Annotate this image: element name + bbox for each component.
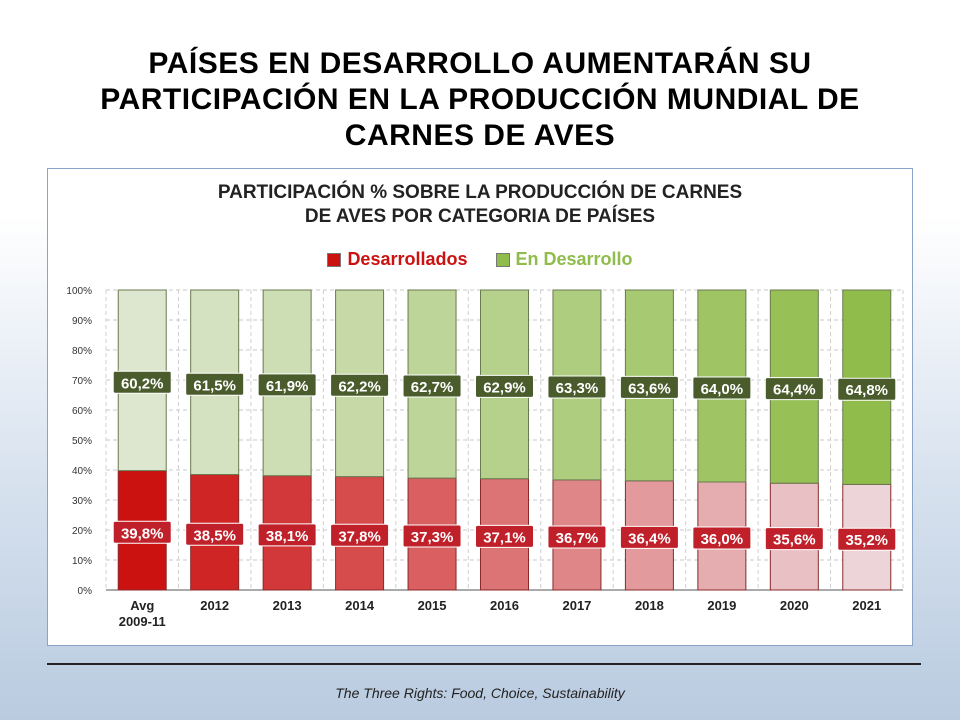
chart-container: PARTICIPACIÓN % SOBRE LA PRODUCCIÓN DE C… [47,168,913,646]
data-label-box-desarrollados [692,526,752,550]
data-label-desarrollados: 37,3% [411,529,454,546]
x-tick-label: 2021 [852,598,881,613]
legend-item-en-desarrollo: En Desarrollo [495,249,633,270]
chart-title: PARTICIPACIÓN % SOBRE LA PRODUCCIÓN DE C… [48,181,912,229]
data-label-en-desarrollo: 64,4% [773,382,816,399]
data-label-box-en-desarrollo [402,374,462,398]
data-label-box-en-desarrollo [837,377,897,401]
data-label-box-en-desarrollo [764,377,824,401]
x-tick-label: 2016 [490,598,519,613]
y-tick-label: 50% [72,436,92,447]
data-label-box-en-desarrollo [692,376,752,400]
legend-swatch-desarrollados [327,252,342,267]
data-label-box-en-desarrollo [185,372,245,396]
y-tick-label: 40% [72,466,92,477]
data-label-box-desarrollados [112,520,172,544]
legend-label-en-desarrollo: En Desarrollo [515,249,633,269]
data-label-box-en-desarrollo [619,375,679,399]
footer-divider [47,663,921,665]
data-label-box-en-desarrollo [112,370,172,394]
data-label-desarrollados: 35,6% [773,532,816,549]
data-label-box-en-desarrollo [330,373,390,397]
data-label-box-en-desarrollo [547,375,607,399]
legend-label-desarrollados: Desarrollados [347,249,468,269]
x-tick-label: 2019 [707,598,736,613]
data-label-box-desarrollados [837,527,897,551]
slide-title-line-2: PARTICIPACIÓN EN LA PRODUCCIÓN MUNDIAL D… [100,83,860,116]
data-label-desarrollados: 35,2% [845,532,888,549]
data-label-en-desarrollo: 61,5% [193,377,236,394]
data-label-desarrollados: 37,1% [483,529,526,546]
y-tick-label: 70% [72,376,92,387]
x-tick-label: 2009-11 [119,614,166,629]
y-tick-label: 60% [72,406,92,417]
legend-swatch-en-desarrollo [495,252,510,267]
y-tick-label: 10% [72,556,92,567]
data-label-desarrollados: 36,4% [628,530,671,547]
slide-title-line-1: PAÍSES EN DESARROLLO AUMENTARÁN SU [148,47,812,80]
x-tick-label: Avg [130,598,154,613]
x-tick-label: 2018 [635,598,664,613]
data-label-desarrollados: 36,7% [556,530,599,547]
data-label-en-desarrollo: 62,7% [411,379,454,396]
x-tick-label: 2013 [273,598,302,613]
data-label-box-desarrollados [619,525,679,549]
data-label-box-desarrollados [475,524,534,548]
chart-title-line-1: PARTICIPACIÓN % SOBRE LA PRODUCCIÓN DE C… [217,182,743,203]
slide-title-line-3: CARNES DE AVES [344,119,616,152]
y-tick-label: 0% [78,586,93,597]
chart-legend: Desarrollados En Desarrollo [48,249,912,270]
x-tick-label: 2020 [780,598,809,613]
data-label-en-desarrollo: 64,8% [845,382,888,399]
data-label-desarrollados: 37,8% [338,528,381,545]
data-label-box-en-desarrollo [475,374,534,398]
data-label-en-desarrollo: 64,0% [701,381,744,398]
data-label-box-desarrollados [402,524,462,548]
x-tick-label: 2014 [345,598,375,613]
data-label-desarrollados: 38,5% [193,527,236,544]
data-label-desarrollados: 38,1% [266,528,309,545]
data-label-en-desarrollo: 63,6% [628,380,671,397]
y-tick-label: 90% [72,316,92,327]
data-label-en-desarrollo: 61,9% [266,378,309,395]
x-tick-label: 2012 [200,598,229,613]
x-tick-label: 2015 [418,598,447,613]
stacked-bar-chart: 0% 10% 20% 30% 40% 50% 60% 70% 80% 90% 100% 39,8% 60… [66,286,904,629]
data-label-box-desarrollados [330,523,390,547]
y-tick-label: 100% [66,286,92,297]
data-label-desarrollados: 39,8% [121,525,164,542]
data-label-en-desarrollo: 60,2% [121,375,164,392]
y-tick-label: 20% [72,526,92,537]
legend-item-desarrollados: Desarrollados [327,249,468,270]
data-label-en-desarrollo: 63,3% [556,380,599,397]
slide-title: PAÍSES EN DESARROLLO AUMENTARÁN SU PARTI… [40,46,920,154]
y-tick-label: 80% [72,346,92,357]
data-label-en-desarrollo: 62,2% [338,378,381,395]
chart-title-line-2: DE AVES POR CATEGORIA DE PAÍSES [304,206,656,227]
x-tick-label: 2017 [562,598,591,613]
data-label-desarrollados: 36,0% [701,531,744,548]
data-label-box-desarrollados [764,527,824,551]
data-label-en-desarrollo: 62,9% [483,379,526,396]
data-label-box-desarrollados [257,523,317,547]
data-label-box-desarrollados [185,522,245,546]
data-label-box-desarrollados [547,525,607,549]
y-tick-label: 30% [72,496,92,507]
data-label-box-en-desarrollo [257,373,317,397]
footer-text: The Three Rights: Food, Choice, Sustaina… [335,685,625,701]
